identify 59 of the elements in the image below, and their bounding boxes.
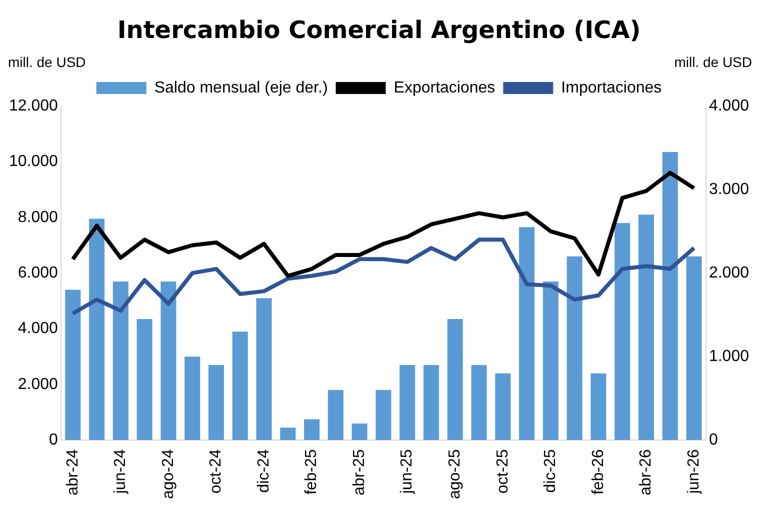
bar [686,256,702,440]
bar [232,332,248,440]
x-tick-label: feb-26 [590,449,607,495]
bar [519,227,535,440]
bar [208,364,224,440]
x-tick-label: ago-24 [160,449,177,500]
y2-tick-label: 0 [708,432,718,449]
chart-title: Intercambio Comercial Argentino (ICA) [116,15,642,46]
bar [112,281,128,440]
bar [590,373,606,440]
legend-label: Importaciones [561,79,662,96]
bar [614,222,630,440]
x-tick-label: dic-24 [255,449,272,493]
x-tick-label: abr-24 [64,449,82,496]
x-tick-label: abr-25 [350,449,368,496]
bar [566,256,582,440]
y-tick-label: 12.000 [9,97,58,114]
y2-tick-label: 2.000 [708,264,750,282]
y-axis-title: mill. de USD [8,54,86,70]
legend-label: Exportaciones [394,79,496,96]
x-tick-label: dic-25 [542,449,560,493]
y-tick-label: 8.000 [18,208,58,226]
bar [160,281,176,440]
x-tick-label: feb-25 [303,449,320,495]
x-tick-label: abr-26 [638,449,655,496]
x-tick-label: jun-25 [398,449,416,495]
bar [542,281,558,440]
x-tick-label: ago-25 [446,449,464,500]
bar [638,214,654,440]
bar [256,298,272,440]
y2-tick-label: 4.000 [708,97,750,114]
bar [495,373,511,440]
x-tick-label: oct-25 [494,449,512,494]
y2-tick-label: 3.000 [708,180,750,198]
y2-axis-title: mill. de USD [674,54,752,70]
bar [352,423,368,440]
x-tick-label: oct-24 [208,449,225,494]
y-tick-label: 6.000 [18,264,58,282]
legend-label: Saldo mensual (eje der.) [154,79,328,96]
bar [662,152,678,440]
bar [65,290,81,440]
x-tick-label: jun-24 [112,449,130,495]
y-tick-label: 10.000 [9,153,58,170]
bar [304,419,320,440]
bar [184,356,200,440]
bar [136,319,152,440]
bar [471,364,487,440]
y-tick-label: 4.000 [18,320,58,338]
bar [328,390,344,440]
y-tick-label: 2.000 [18,376,58,393]
bar [376,390,392,440]
bar [423,364,439,440]
bar [447,319,463,440]
bar [400,364,416,440]
y-tick-label: 0 [49,432,58,449]
y2-tick-label: 1.000 [708,348,750,366]
x-tick-label: jun-26 [685,449,702,495]
bar [89,218,105,440]
bar [280,428,296,440]
